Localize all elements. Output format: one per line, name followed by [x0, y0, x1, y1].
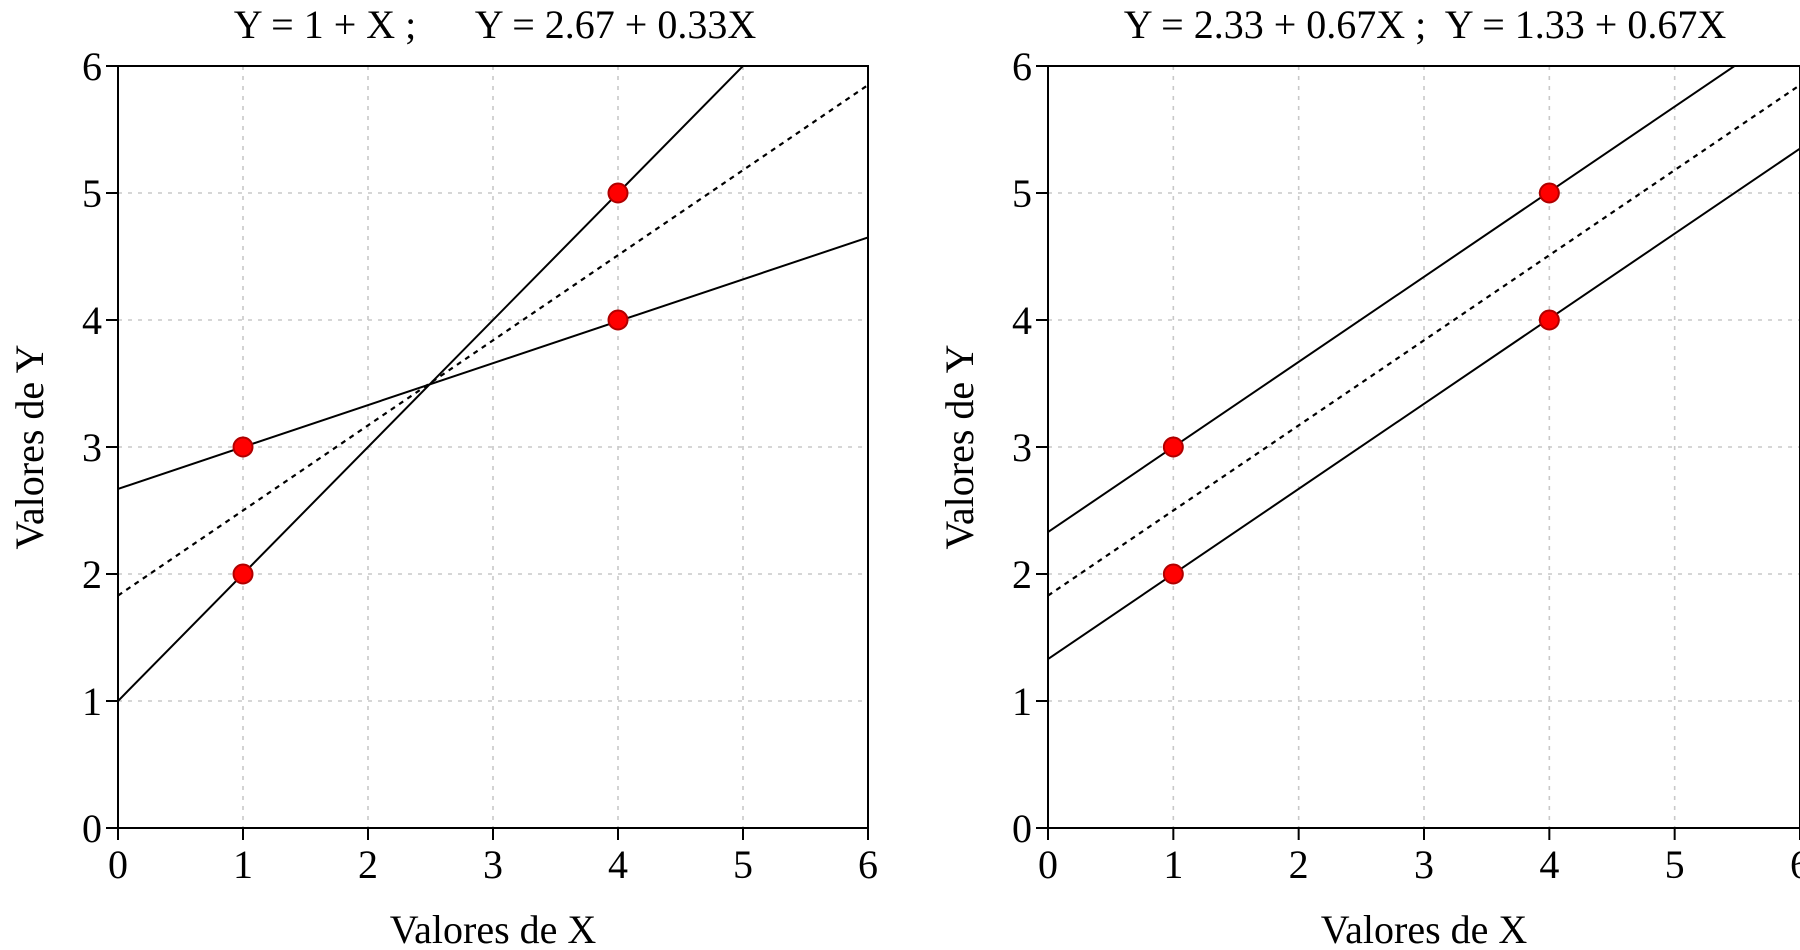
chart-title: Y = 2.33 + 0.67X ; Y = 1.33 + 0.67X [1124, 2, 1727, 47]
mean-regression-line [118, 84, 868, 597]
y-tick-label: 1 [1012, 679, 1032, 724]
y-tick-label: 4 [1012, 298, 1032, 343]
data-point [1162, 563, 1184, 585]
y-tick-label: 4 [82, 298, 102, 343]
regression-lines [118, 66, 868, 702]
x-tick-label: 0 [1038, 842, 1058, 887]
y-tick-label: 3 [82, 425, 102, 470]
x-tick-label: 1 [233, 842, 253, 887]
y-tick-label: 5 [82, 171, 102, 216]
y-tick-label: 2 [82, 552, 102, 597]
x-tick-label: 5 [1665, 842, 1685, 887]
y-tick-label: 6 [82, 44, 102, 89]
y-tick-label: 1 [82, 679, 102, 724]
data-point [607, 182, 629, 204]
chart-title: Y = 1 + X ; Y = 2.67 + 0.33X [234, 2, 757, 47]
mean-regression-line [1048, 84, 1800, 597]
y-tick-label: 5 [1012, 171, 1032, 216]
x-tick-label: 0 [108, 842, 128, 887]
x-tick-label: 2 [1289, 842, 1309, 887]
x-tick-label: 3 [483, 842, 503, 887]
data-point [232, 436, 254, 458]
x-tick-label: 6 [1790, 842, 1800, 887]
x-tick-label: 4 [608, 842, 628, 887]
data-point [232, 563, 254, 585]
x-tick-label: 2 [358, 842, 378, 887]
x-tick-label: 5 [733, 842, 753, 887]
y-tick-label: 3 [1012, 425, 1032, 470]
x-tick-label: 6 [858, 842, 878, 887]
x-axis-label: Valores de X [390, 907, 597, 950]
regression-line-0 [118, 66, 745, 702]
left-chart-panel: 0 1 2 3 4 5 6 0 1 2 3 4 5 6 Valores de X Valores de Y Y … [7, 2, 878, 950]
right-chart-panel: 0 1 2 3 4 5 6 0 1 2 3 4 5 6 Valores de X Valores de Y Y … [937, 2, 1800, 950]
y-tick-label: 0 [82, 806, 102, 851]
data-point [1538, 182, 1560, 204]
y-tick-label: 0 [1012, 806, 1032, 851]
x-tick-label: 3 [1414, 842, 1434, 887]
x-tick-label: 4 [1539, 842, 1559, 887]
data-point [607, 309, 629, 331]
y-tick-label: 2 [1012, 552, 1032, 597]
x-tick-label: 1 [1163, 842, 1183, 887]
data-point [1538, 309, 1560, 331]
x-axis-label: Valores de X [1321, 907, 1528, 950]
data-point [1162, 436, 1184, 458]
regression-line-1 [118, 236, 868, 490]
y-tick-label: 6 [1012, 44, 1032, 89]
y-axis-label: Valores de Y [7, 344, 52, 549]
y-axis-label: Valores de Y [937, 344, 982, 549]
regression-line-1 [1048, 147, 1800, 660]
